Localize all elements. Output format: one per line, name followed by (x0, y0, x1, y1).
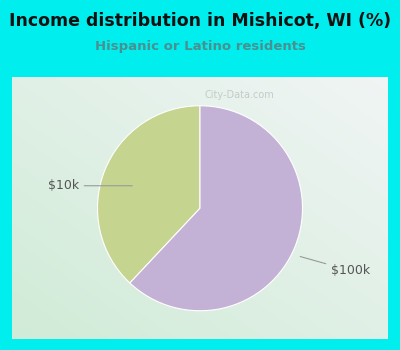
Text: Income distribution in Mishicot, WI (%): Income distribution in Mishicot, WI (%) (9, 12, 391, 30)
Wedge shape (130, 106, 302, 311)
Text: $10k: $10k (48, 179, 132, 192)
Text: $100k: $100k (300, 257, 370, 277)
Text: Hispanic or Latino residents: Hispanic or Latino residents (94, 40, 306, 53)
Wedge shape (98, 106, 200, 283)
Text: City-Data.com: City-Data.com (204, 90, 274, 100)
